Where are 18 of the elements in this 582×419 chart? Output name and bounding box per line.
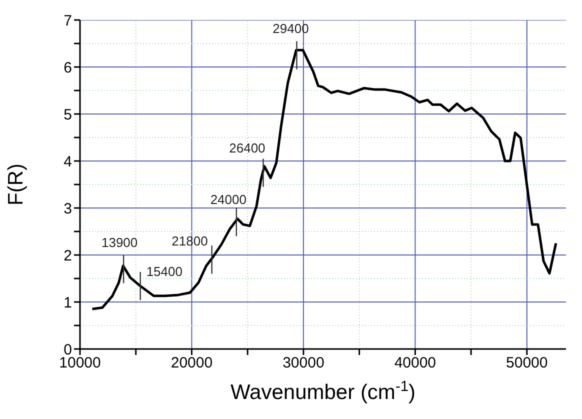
y-tick-label: 7 — [64, 12, 72, 30]
x-tick-label: 30000 — [282, 354, 324, 372]
annotation: 24000 — [210, 192, 246, 207]
x-tick-label: 50000 — [506, 354, 548, 372]
line-series — [91, 48, 558, 310]
annotation: 15400 — [146, 264, 182, 279]
y-tick-label: 1 — [64, 294, 72, 312]
x-axis-title: Wavenumber (cm$^{-1}$) — [230, 379, 416, 404]
y-tick-label: 5 — [64, 106, 72, 124]
y-tick-label: 2 — [64, 247, 72, 264]
x-tick-label: 40000 — [394, 354, 436, 372]
y-tick-label: 3 — [64, 200, 72, 218]
annotation: 13900 — [101, 235, 138, 250]
y-axis-title: F(R) — [4, 164, 28, 206]
y-tick-label: 4 — [64, 153, 72, 170]
x-tick-label: 20000 — [170, 354, 213, 372]
annotation: 26400 — [229, 140, 266, 156]
y-tick-label: 6 — [64, 59, 72, 76]
